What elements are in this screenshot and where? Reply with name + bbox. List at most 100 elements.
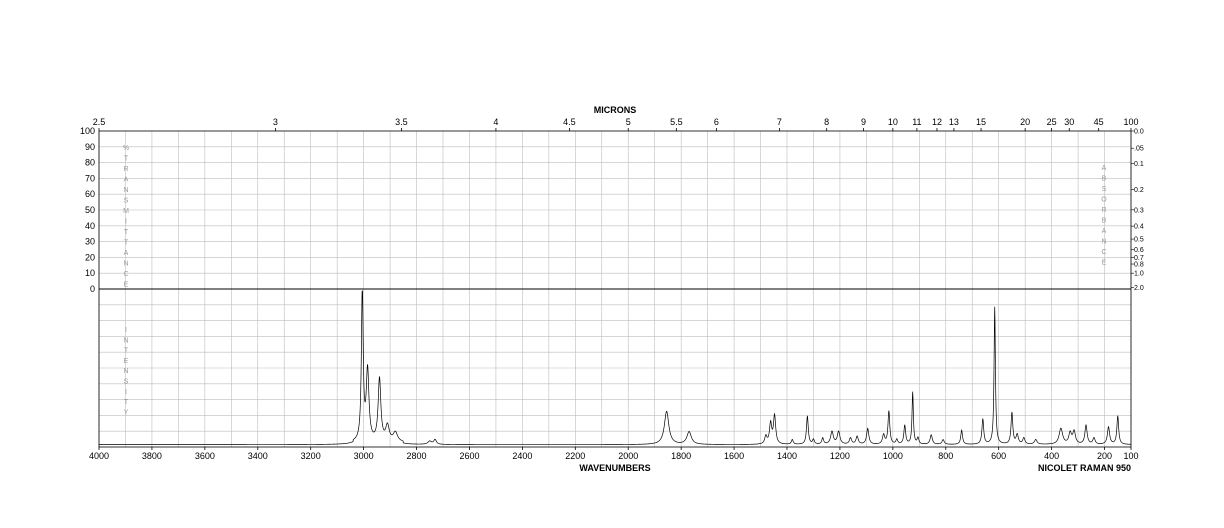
vertical-label-letter: A xyxy=(124,177,129,184)
micron-tick-label: 3 xyxy=(273,117,278,127)
wavenumber-tick-label: 1400 xyxy=(777,451,797,461)
vertical-label-letter: A xyxy=(1102,165,1107,172)
absorbance-tick-label: 0.1 xyxy=(1134,161,1144,168)
absorbance-tick-label: 0.2 xyxy=(1134,187,1144,194)
wavenumber-tick-label: 3000 xyxy=(354,451,374,461)
micron-tick-label: 4 xyxy=(493,117,498,127)
micron-tick-label: 11 xyxy=(912,117,921,127)
vertical-label-letter: T xyxy=(124,229,129,236)
vertical-label-letter: N xyxy=(123,261,128,268)
vertical-label-letter: R xyxy=(1101,207,1106,214)
wavenumber-tick-label: 2200 xyxy=(565,451,585,461)
vertical-label-letter: E xyxy=(1102,260,1107,267)
vertical-label-letter: T xyxy=(124,348,129,355)
transmittance-tick-label: 10 xyxy=(85,268,95,278)
micron-tick-label: 20 xyxy=(1020,117,1030,127)
wavenumber-tick-label: 3400 xyxy=(248,451,268,461)
micron-tick-label: 30 xyxy=(1064,117,1074,127)
wavenumber-tick-label: 3600 xyxy=(195,451,215,461)
transmittance-tick-label: 80 xyxy=(85,158,95,168)
vertical-label-letter: Y xyxy=(124,409,129,416)
vertical-label-letter: C xyxy=(1101,249,1106,256)
vertical-label-letter: N xyxy=(1101,239,1106,246)
bottom-axis-title: WAVENUMBERS xyxy=(579,463,650,473)
transmittance-tick-label: 90 xyxy=(85,142,95,152)
vertical-label-letter: T xyxy=(124,399,129,406)
absorbance-tick-label: 0.7 xyxy=(1134,255,1144,262)
micron-tick-label: 8 xyxy=(824,117,829,127)
vertical-label-letter: I xyxy=(125,389,127,396)
absorbance-tick-label: 0.0 xyxy=(1134,129,1144,136)
wavenumber-tick-label: 100 xyxy=(1123,451,1138,461)
wavenumber-tick-label: 200 xyxy=(1097,451,1112,461)
wavenumber-tick-label: 2600 xyxy=(459,451,479,461)
vertical-label-letter: R xyxy=(123,166,128,173)
micron-tick-label: 12 xyxy=(932,117,942,127)
wavenumber-tick-label: 1600 xyxy=(724,451,744,461)
wavenumber-tick-label: 2800 xyxy=(407,451,427,461)
micron-tick-label: 13 xyxy=(949,117,959,127)
transmittance-tick-label: 100 xyxy=(80,126,95,136)
vertical-label-letter: E xyxy=(124,358,129,365)
wavenumber-tick-label: 3800 xyxy=(142,451,162,461)
micron-tick-label: 4.5 xyxy=(563,117,576,127)
wavenumber-tick-label: 800 xyxy=(938,451,953,461)
vertical-label-letter: % xyxy=(123,145,129,152)
micron-tick-label: 2.5 xyxy=(93,117,106,127)
wavenumber-tick-label: 2000 xyxy=(618,451,638,461)
vertical-label-letter: N xyxy=(123,187,128,194)
wavenumber-tick-label: 1000 xyxy=(883,451,903,461)
wavenumber-tick-label: 400 xyxy=(1044,451,1059,461)
micron-tick-label: 15 xyxy=(976,117,986,127)
absorbance-tick-label: 0.5 xyxy=(1134,237,1144,244)
top-axis-title: MICRONS xyxy=(594,105,637,115)
micron-tick-label: 6 xyxy=(714,117,719,127)
micron-tick-label: 7 xyxy=(777,117,782,127)
absorbance-tick-label: .05 xyxy=(1134,146,1144,153)
transmittance-tick-label: 40 xyxy=(85,221,95,231)
micron-tick-label: 3.5 xyxy=(395,117,408,127)
wavenumber-tick-label: 2400 xyxy=(512,451,532,461)
wavenumber-tick-label: 600 xyxy=(991,451,1006,461)
micron-tick-label: 25 xyxy=(1047,117,1057,127)
absorbance-tick-label: 0.4 xyxy=(1134,224,1144,231)
transmittance-tick-label: 50 xyxy=(85,205,95,215)
wavenumber-tick-label: 3200 xyxy=(301,451,321,461)
vertical-label-letter: N xyxy=(123,337,128,344)
vertical-label-letter: C xyxy=(123,271,128,278)
vertical-label-letter: N xyxy=(123,368,128,375)
spectrum-line xyxy=(99,290,1132,445)
transmittance-tick-label: 60 xyxy=(85,189,95,199)
micron-tick-label: 5 xyxy=(626,117,631,127)
absorbance-tick-label: 1.0 xyxy=(1134,271,1144,278)
vertical-label-letter: A xyxy=(1102,228,1107,235)
micron-tick-label: 9 xyxy=(861,117,866,127)
micron-tick-label: 100 xyxy=(1123,117,1138,127)
absorbance-tick-label: 0.3 xyxy=(1134,207,1144,214)
vertical-label-letter: S xyxy=(124,379,129,386)
absorbance-tick-label: 0.8 xyxy=(1134,262,1144,269)
vertical-label-letter: I xyxy=(125,219,127,226)
transmittance-tick-label: 70 xyxy=(85,173,95,183)
vertical-label-letter: B xyxy=(1102,218,1107,225)
vertical-label-letter: B xyxy=(1102,176,1107,183)
micron-tick-label: 10 xyxy=(888,117,898,127)
vertical-label-letter: O xyxy=(1101,197,1107,204)
vertical-label-letter: M xyxy=(123,208,129,215)
transmittance-tick-label: 20 xyxy=(85,252,95,262)
micron-tick-label: 5.5 xyxy=(670,117,683,127)
vertical-label-letter: T xyxy=(124,156,129,163)
vertical-label-letter: S xyxy=(124,198,129,205)
wavenumber-tick-label: 1800 xyxy=(671,451,691,461)
micron-tick-label: 45 xyxy=(1094,117,1104,127)
vertical-label-letter: I xyxy=(125,327,127,334)
absorbance-tick-label: 2.0 xyxy=(1134,285,1144,292)
axes: 4000 3800 3600 3400 3200 3000 2800 2600 2400 2200… xyxy=(80,117,1144,461)
vertical-label-letter: A xyxy=(124,250,129,257)
wavenumber-tick-label: 1200 xyxy=(830,451,850,461)
instrument-label: NICOLET RAMAN 950 xyxy=(1038,463,1131,473)
transmittance-tick-label: 30 xyxy=(85,237,95,247)
